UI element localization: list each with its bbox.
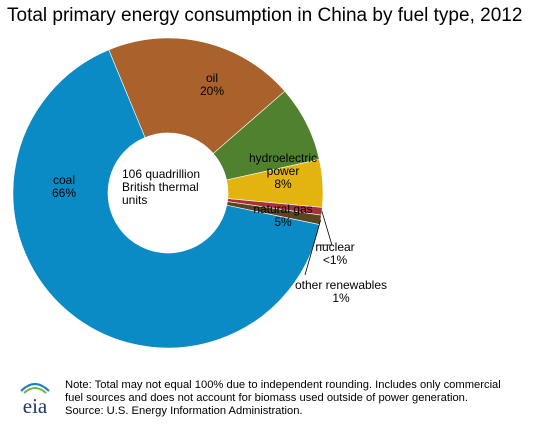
note-line: fuel sources and does not account for bi…: [65, 392, 469, 405]
label-oil-line-0: oil: [206, 71, 218, 85]
label-coal-line-0: coal: [53, 173, 75, 187]
note-line: Note: Total may not equal 100% due to in…: [65, 379, 501, 391]
label-nuclear-line-1: <1%: [323, 253, 348, 267]
leader-lines: [304, 211, 333, 276]
center-label-line-1: British thermal: [122, 180, 199, 194]
center-label-line-0: 106 quadrillion: [122, 167, 200, 181]
note-line: Source: U.S. Energy Information Administ…: [65, 405, 303, 418]
label-coal-line-1: 66%: [52, 186, 76, 200]
label-hydroelectric-line-1: power: [267, 164, 300, 178]
slice-coal: [12, 49, 321, 349]
label-other-renewables-line-1: 1%: [332, 291, 350, 305]
svg-text:eia: eia: [23, 394, 48, 418]
label-natural-gas-line-0: natural gas: [253, 202, 312, 216]
chart-title: Total primary energy consumption in Chin…: [7, 5, 523, 26]
center-label-line-2: units: [122, 193, 147, 207]
label-hydroelectric-line-0: hydroelectric: [249, 151, 317, 165]
label-hydroelectric-line-2: 8%: [274, 177, 292, 191]
label-nuclear-line-0: nuclear: [315, 240, 354, 254]
leader-other-renewables: [304, 219, 322, 276]
donut-slices: [12, 37, 324, 349]
leader-nuclear: [317, 211, 333, 246]
eia-logo: eia: [20, 382, 50, 418]
footer: eia Note: Total may not equal 100% due t…: [0, 375, 545, 431]
label-natural-gas-line-1: 5%: [274, 215, 292, 229]
slice-oil: [108, 37, 286, 155]
label-other-renewables-line-0: other renewables: [295, 278, 387, 292]
label-oil-line-1: 20%: [200, 84, 224, 98]
footnote: Note: Total may not equal 100% due to in…: [65, 379, 501, 419]
